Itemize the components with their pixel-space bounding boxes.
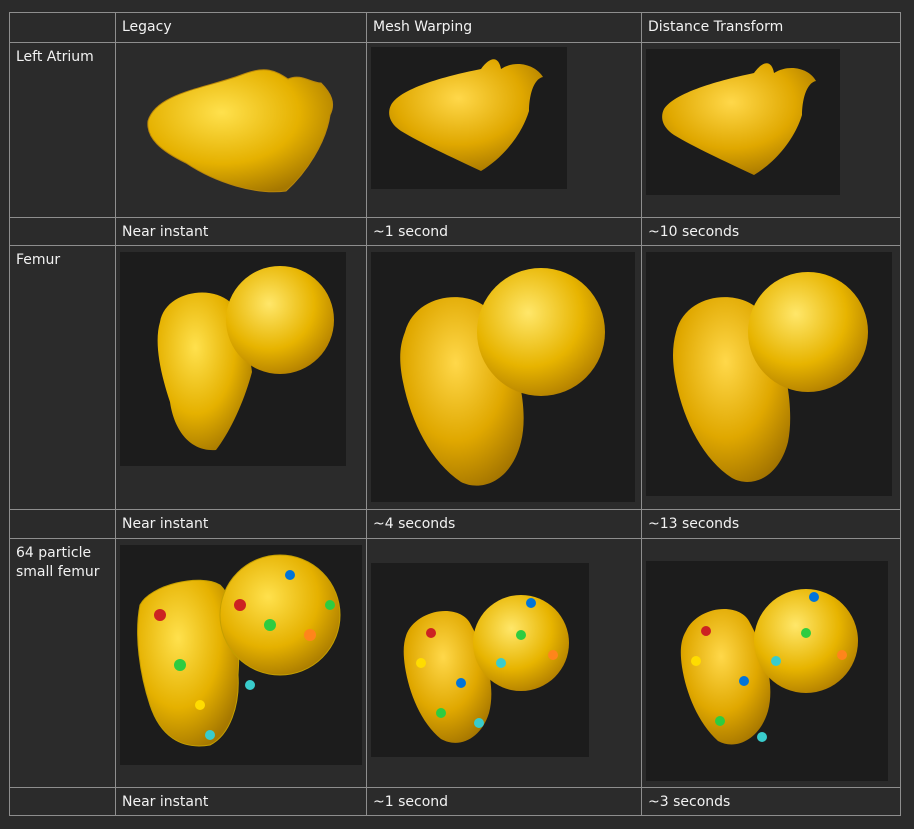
left-atrium-legacy-cell — [115, 42, 367, 218]
femur-mesh-render — [400, 268, 605, 486]
time-legacy: Near instant — [115, 509, 367, 539]
row-label: Left Atrium — [9, 42, 116, 218]
particle-legacy-render — [137, 554, 341, 746]
time-mesh-warping: ~1 second — [366, 216, 642, 247]
time-label-empty — [9, 786, 116, 817]
femur-legacy-render — [157, 266, 334, 451]
time-mesh-warping: ~1 second — [366, 786, 642, 817]
left-atrium-dt-render — [662, 63, 816, 176]
row-particle-femur: 64 particle small femur — [9, 537, 901, 788]
row-label: Femur — [9, 245, 116, 511]
left-atrium-dt-cell — [641, 42, 901, 218]
header-legacy: Legacy — [115, 11, 367, 44]
particle-mesh-cell — [366, 537, 642, 788]
row-label: 64 particle small femur — [9, 537, 116, 788]
left-atrium-mesh-render — [389, 59, 543, 172]
particle-dots — [154, 569, 335, 740]
row-left-atrium: Left Atrium — [9, 42, 901, 218]
time-distance-transform: ~13 seconds — [641, 509, 901, 539]
row-femur: Femur — [9, 245, 901, 511]
time-mesh-warping: ~4 seconds — [366, 509, 642, 539]
left-atrium-legacy-render — [147, 69, 334, 193]
header-row: Legacy Mesh Warping Distance Transform — [9, 11, 901, 44]
time-label-empty — [9, 509, 116, 539]
header-mesh-warping: Mesh Warping — [366, 11, 642, 44]
comparison-table: Legacy Mesh Warping Distance Transform L… — [9, 11, 901, 817]
row-particle-femur-times: Near instant ~1 second ~3 seconds — [9, 786, 901, 817]
femur-dt-render — [673, 272, 868, 483]
particle-dt-render — [680, 588, 858, 745]
time-legacy: Near instant — [115, 786, 367, 817]
time-legacy: Near instant — [115, 216, 367, 247]
particle-dots — [416, 597, 558, 728]
particle-mesh-render — [403, 594, 569, 743]
row-left-atrium-times: Near instant ~1 second ~10 seconds — [9, 216, 901, 247]
row-femur-times: Near instant ~4 seconds ~13 seconds — [9, 509, 901, 539]
particle-dots — [691, 591, 847, 742]
time-distance-transform: ~10 seconds — [641, 216, 901, 247]
femur-mesh-cell — [366, 245, 642, 511]
time-label-empty — [9, 216, 116, 247]
femur-dt-cell — [641, 245, 901, 511]
header-distance-transform: Distance Transform — [641, 11, 901, 44]
left-atrium-mesh-cell — [366, 42, 642, 218]
particle-dt-cell — [641, 537, 901, 788]
femur-legacy-cell — [115, 245, 367, 511]
time-distance-transform: ~3 seconds — [641, 786, 901, 817]
particle-legacy-cell — [115, 537, 367, 788]
header-corner — [9, 11, 116, 44]
